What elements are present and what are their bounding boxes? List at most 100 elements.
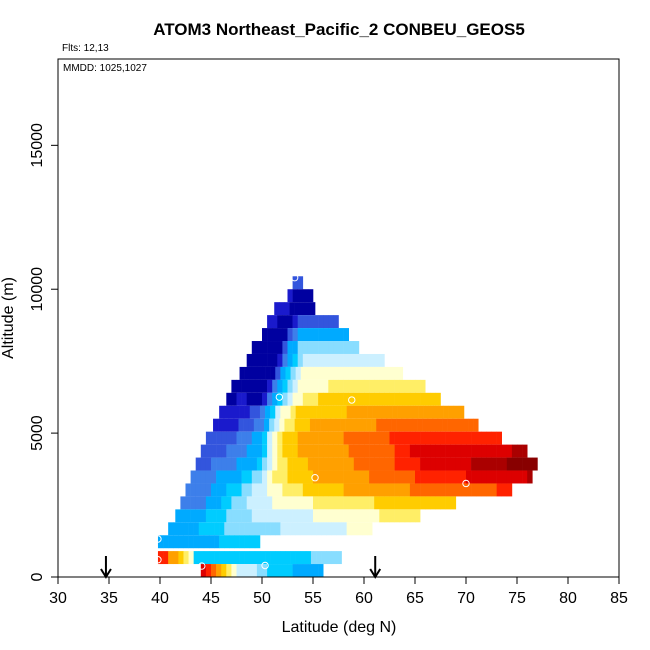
- heatmap-cell: [300, 551, 307, 565]
- heatmap-cell: [460, 431, 467, 445]
- heatmap-cell: [292, 470, 298, 484]
- heatmap-cell: [292, 341, 298, 354]
- heatmap-cell: [389, 379, 395, 393]
- heatmap-cell: [428, 405, 434, 419]
- heatmap-cell: [333, 431, 339, 445]
- heatmap-cell: [287, 392, 293, 406]
- heatmap-cell: [221, 444, 227, 458]
- heatmap-cell: [323, 483, 329, 497]
- heatmap-cell: [358, 496, 365, 510]
- heatmap-cell: [420, 496, 426, 510]
- heatmap-cell: [333, 379, 339, 393]
- heatmap-cell: [173, 551, 179, 565]
- heatmap-cell: [292, 564, 298, 577]
- heatmap-cell: [241, 564, 247, 577]
- heatmap-cell: [496, 431, 502, 445]
- heatmap-cell: [262, 444, 268, 458]
- heatmap-cell: [374, 444, 380, 458]
- heatmap-cell: [315, 418, 321, 432]
- heatmap-cell: [318, 496, 324, 510]
- heatmap-cell: [313, 315, 319, 329]
- heatmap-cell: [180, 496, 186, 510]
- heatmap-cell: [318, 470, 324, 484]
- heatmap-cell: [224, 522, 230, 536]
- heatmap-cell: [234, 551, 240, 565]
- heatmap-cell: [236, 457, 242, 471]
- heatmap-cell: [287, 470, 293, 484]
- heatmap-cell: [343, 341, 349, 354]
- heatmap-cell: [437, 418, 443, 432]
- heatmap-cell: [358, 457, 365, 471]
- heatmap-cell: [280, 366, 286, 380]
- heatmap-cell: [269, 418, 275, 432]
- heatmap-cell: [302, 444, 309, 458]
- heatmap-cell: [343, 431, 349, 445]
- heatmap-cell: [307, 564, 314, 577]
- heatmap-cell: [256, 564, 263, 577]
- heatmap-cell: [367, 405, 373, 419]
- heatmap-cell: [216, 457, 222, 471]
- heatmap-cell: [409, 392, 416, 406]
- heatmap-cell: [466, 470, 472, 484]
- heatmap-cell: [496, 470, 502, 484]
- heatmap-cell: [256, 509, 263, 523]
- heatmap-cell: [450, 496, 457, 510]
- heatmap-cell: [404, 496, 411, 510]
- heatmap-cell: [377, 405, 383, 419]
- heatmap-cell: [379, 470, 385, 484]
- heatmap-cell: [356, 366, 363, 380]
- sample-point: [348, 396, 356, 404]
- heatmap-cell: [364, 470, 370, 484]
- heatmap-cell: [277, 353, 283, 367]
- heatmap-cell: [251, 379, 258, 393]
- heatmap-cell: [374, 483, 380, 497]
- heatmap-cell: [282, 509, 288, 523]
- heatmap-cell: [251, 392, 258, 406]
- y-axis-title: Altitude (m): [0, 277, 17, 359]
- heatmap-cell: [506, 444, 513, 458]
- heatmap-cell: [302, 564, 309, 577]
- heatmap-cell: [287, 328, 293, 342]
- heatmap-cell: [361, 366, 368, 380]
- heatmap-cell: [447, 418, 454, 432]
- heatmap-cell: [163, 535, 169, 549]
- heatmap-cell: [476, 457, 482, 471]
- heatmap-cell: [338, 392, 344, 406]
- heatmap-cell: [292, 353, 298, 367]
- sample-point: [261, 561, 269, 570]
- heatmap-cell: [262, 470, 268, 484]
- heatmap-cell: [394, 431, 400, 445]
- heatmap-cell: [435, 444, 441, 458]
- heatmap-cell: [420, 392, 426, 406]
- heatmap-cell: [399, 509, 406, 523]
- heatmap-cell: [205, 457, 212, 471]
- heatmap-cell: [430, 483, 436, 497]
- heatmap-cell: [307, 392, 314, 406]
- heatmap-cell: [318, 328, 324, 342]
- heatmap-cell: [272, 470, 278, 484]
- heatmap-cell: [430, 392, 436, 406]
- heatmap-cell: [318, 509, 324, 523]
- heatmap-cell: [333, 496, 339, 510]
- heatmap-cell: [229, 551, 235, 565]
- heatmap-cell: [348, 341, 355, 354]
- heatmap-cell: [476, 470, 482, 484]
- heatmap-cell: [238, 418, 244, 432]
- heatmap-cell: [412, 405, 419, 419]
- heatmap-cell: [341, 522, 347, 536]
- heatmap-cells: [157, 276, 538, 577]
- heatmap-cell: [267, 483, 273, 497]
- heatmap-cell: [384, 496, 390, 510]
- heatmap-cell: [471, 483, 477, 497]
- sample-point: [154, 535, 162, 543]
- heatmap-cell: [198, 551, 205, 565]
- heatmap-cell: [384, 444, 390, 458]
- heatmap-cell: [348, 496, 355, 510]
- heatmap-cell: [287, 379, 293, 393]
- heatmap-cell: [364, 444, 370, 458]
- heatmap-cell: [272, 496, 278, 510]
- heatmap-cell: [265, 551, 271, 565]
- heatmap-cell: [234, 535, 240, 549]
- heatmap-cell: [277, 509, 283, 523]
- heatmap-cell: [226, 392, 232, 406]
